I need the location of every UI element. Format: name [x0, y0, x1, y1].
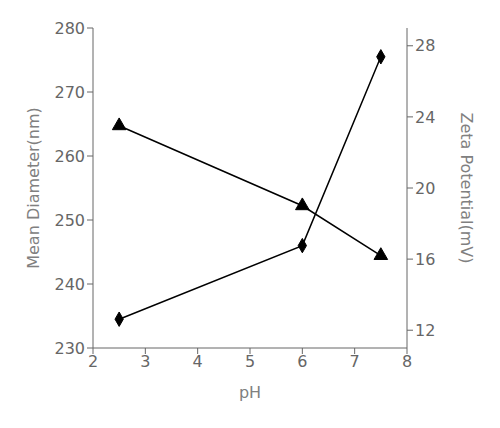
svg-text:5: 5 — [245, 352, 255, 371]
svg-text:Mean Diameter(nm): Mean Diameter(nm) — [24, 107, 43, 269]
svg-text:20: 20 — [415, 179, 435, 198]
svg-text:270: 270 — [54, 83, 85, 102]
svg-text:240: 240 — [54, 275, 85, 294]
svg-text:8: 8 — [402, 352, 412, 371]
svg-text:250: 250 — [54, 211, 85, 230]
svg-text:12: 12 — [415, 321, 435, 340]
svg-text:24: 24 — [415, 108, 435, 127]
svg-text:3: 3 — [140, 352, 150, 371]
svg-text:6: 6 — [297, 352, 307, 371]
svg-text:260: 260 — [54, 147, 85, 166]
svg-text:Zeta Potential(mV): Zeta Potential(mV) — [457, 112, 476, 263]
svg-text:7: 7 — [350, 352, 360, 371]
svg-text:28: 28 — [415, 36, 435, 55]
svg-text:230: 230 — [54, 339, 85, 358]
svg-text:4: 4 — [193, 352, 203, 371]
svg-text:280: 280 — [54, 19, 85, 38]
svg-text:16: 16 — [415, 250, 435, 269]
svg-text:2: 2 — [88, 352, 98, 371]
svg-text:pH: pH — [239, 383, 261, 402]
